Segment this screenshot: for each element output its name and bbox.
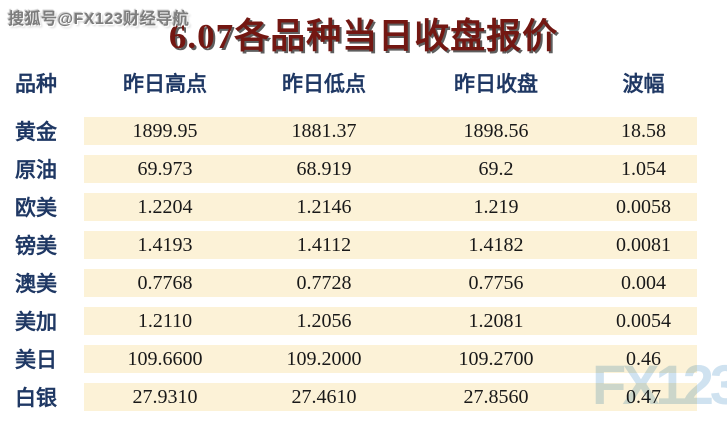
row-value-band: 69.973 68.919 69.2 1.054 bbox=[84, 155, 697, 183]
instrument-label: 美加 bbox=[15, 310, 57, 334]
prev-close-cell: 27.8560 bbox=[463, 385, 529, 408]
row-value-band: 1.2110 1.2056 1.2081 0.0054 bbox=[84, 307, 697, 335]
prev-high-cell: 1.4193 bbox=[137, 233, 193, 256]
prev-high-cell: 27.9310 bbox=[132, 385, 198, 408]
prev-low-cell: 0.7728 bbox=[296, 271, 352, 294]
table-row: 澳美 0.7768 0.7728 0.7756 0.004 bbox=[0, 269, 697, 297]
table-body: 黄金 1899.95 1881.37 1898.56 18.58 原油 69.973 68.9… bbox=[0, 117, 697, 411]
instrument-label: 美日 bbox=[15, 348, 57, 372]
range-cell: 18.58 bbox=[621, 119, 666, 142]
range-cell: 1.054 bbox=[621, 157, 666, 180]
prev-low-cell: 1.2146 bbox=[296, 195, 352, 218]
prev-close-cell: 0.7756 bbox=[468, 271, 524, 294]
prev-low-cell: 68.919 bbox=[296, 157, 352, 180]
range-cell: 0.46 bbox=[626, 347, 661, 370]
prev-close-cell: 1898.56 bbox=[463, 119, 529, 142]
prev-low-cell: 1881.37 bbox=[291, 119, 357, 142]
quote-table: 品种 昨日高点 昨日低点 昨日收盘 波幅 黄金 1899.95 1881.37 189… bbox=[0, 66, 697, 421]
prev-close-cell: 69.2 bbox=[478, 157, 514, 180]
range-cell: 0.47 bbox=[626, 385, 661, 408]
sohu-account-watermark: 搜狐号@FX123财经导航 bbox=[8, 11, 190, 28]
column-header-prev-low: 昨日低点 bbox=[282, 72, 366, 96]
column-header-prev-high: 昨日高点 bbox=[123, 72, 207, 96]
instrument-label: 黄金 bbox=[15, 120, 57, 144]
row-value-band: 1899.95 1881.37 1898.56 18.58 bbox=[84, 117, 697, 145]
prev-high-cell: 0.7768 bbox=[137, 271, 193, 294]
prev-high-cell: 1899.95 bbox=[132, 119, 198, 142]
table-row: 黄金 1899.95 1881.37 1898.56 18.58 bbox=[0, 117, 697, 145]
table-header-row: 品种 昨日高点 昨日低点 昨日收盘 波幅 bbox=[0, 66, 697, 100]
prev-close-cell: 1.2081 bbox=[468, 309, 524, 332]
column-header-prev-close: 昨日收盘 bbox=[454, 72, 538, 96]
prev-close-cell: 1.219 bbox=[473, 195, 519, 218]
table-row: 欧美 1.2204 1.2146 1.219 0.0058 bbox=[0, 193, 697, 221]
row-value-band: 27.9310 27.4610 27.8560 0.47 bbox=[84, 383, 697, 411]
range-cell: 0.0058 bbox=[616, 195, 671, 218]
prev-low-cell: 27.4610 bbox=[291, 385, 357, 408]
table-row: 原油 69.973 68.919 69.2 1.054 bbox=[0, 155, 697, 183]
table-row: 美日 109.6600 109.2000 109.2700 0.46 bbox=[0, 345, 697, 373]
prev-close-cell: 1.4182 bbox=[468, 233, 524, 256]
prev-high-cell: 1.2110 bbox=[137, 309, 193, 332]
instrument-label: 原油 bbox=[15, 158, 57, 182]
range-cell: 0.004 bbox=[621, 271, 666, 294]
row-value-band: 109.6600 109.2000 109.2700 0.46 bbox=[84, 345, 697, 373]
row-value-band: 0.7768 0.7728 0.7756 0.004 bbox=[84, 269, 697, 297]
prev-low-cell: 1.2056 bbox=[296, 309, 352, 332]
prev-high-cell: 1.2204 bbox=[137, 195, 193, 218]
prev-low-cell: 1.4112 bbox=[296, 233, 352, 256]
instrument-label: 澳美 bbox=[15, 272, 57, 296]
prev-high-cell: 69.973 bbox=[137, 157, 193, 180]
row-value-band: 1.4193 1.4112 1.4182 0.0081 bbox=[84, 231, 697, 259]
prev-low-cell: 109.2000 bbox=[286, 347, 362, 370]
table-row: 美加 1.2110 1.2056 1.2081 0.0054 bbox=[0, 307, 697, 335]
page-title: 6.07各品种当日收盘报价 bbox=[168, 17, 559, 56]
instrument-label: 镑美 bbox=[15, 234, 57, 258]
row-value-band: 1.2204 1.2146 1.219 0.0058 bbox=[84, 193, 697, 221]
column-header-range: 波幅 bbox=[622, 72, 665, 96]
table-row: 镑美 1.4193 1.4112 1.4182 0.0081 bbox=[0, 231, 697, 259]
instrument-label: 欧美 bbox=[15, 196, 57, 220]
prev-high-cell: 109.6600 bbox=[127, 347, 203, 370]
range-cell: 0.0081 bbox=[616, 233, 671, 256]
column-header-instrument: 品种 bbox=[15, 72, 57, 96]
range-cell: 0.0054 bbox=[616, 309, 671, 332]
instrument-label: 白银 bbox=[15, 386, 57, 410]
prev-close-cell: 109.2700 bbox=[458, 347, 534, 370]
table-row: 白银 27.9310 27.4610 27.8560 0.47 bbox=[0, 383, 697, 411]
